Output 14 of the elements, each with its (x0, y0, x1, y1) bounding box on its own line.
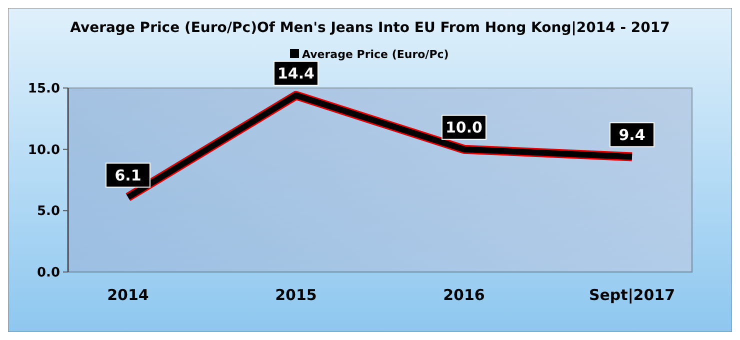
y-tick-label: 10.0 (28, 142, 60, 158)
chart-title: Average Price (Euro/Pc)Of Men's Jeans Into EU From Hong Kong|2014 - 2017 (70, 20, 670, 36)
x-tick-label: 2014 (107, 286, 149, 304)
x-tick-label: Sept|2017 (588, 286, 676, 304)
x-tick-label: 2015 (275, 286, 317, 304)
data-label: 14.4 (277, 64, 315, 83)
y-tick-label: 15.0 (28, 82, 60, 97)
data-label: 10.0 (445, 118, 483, 137)
legend-label: Average Price (Euro/Pc) (302, 48, 449, 61)
x-tick-label: 2016 (443, 286, 485, 304)
y-tick-label: 0.0 (36, 266, 60, 281)
data-label: 6.1 (114, 166, 142, 184)
data-label: 9.4 (618, 126, 646, 144)
y-tick-label: 5.0 (36, 204, 60, 220)
